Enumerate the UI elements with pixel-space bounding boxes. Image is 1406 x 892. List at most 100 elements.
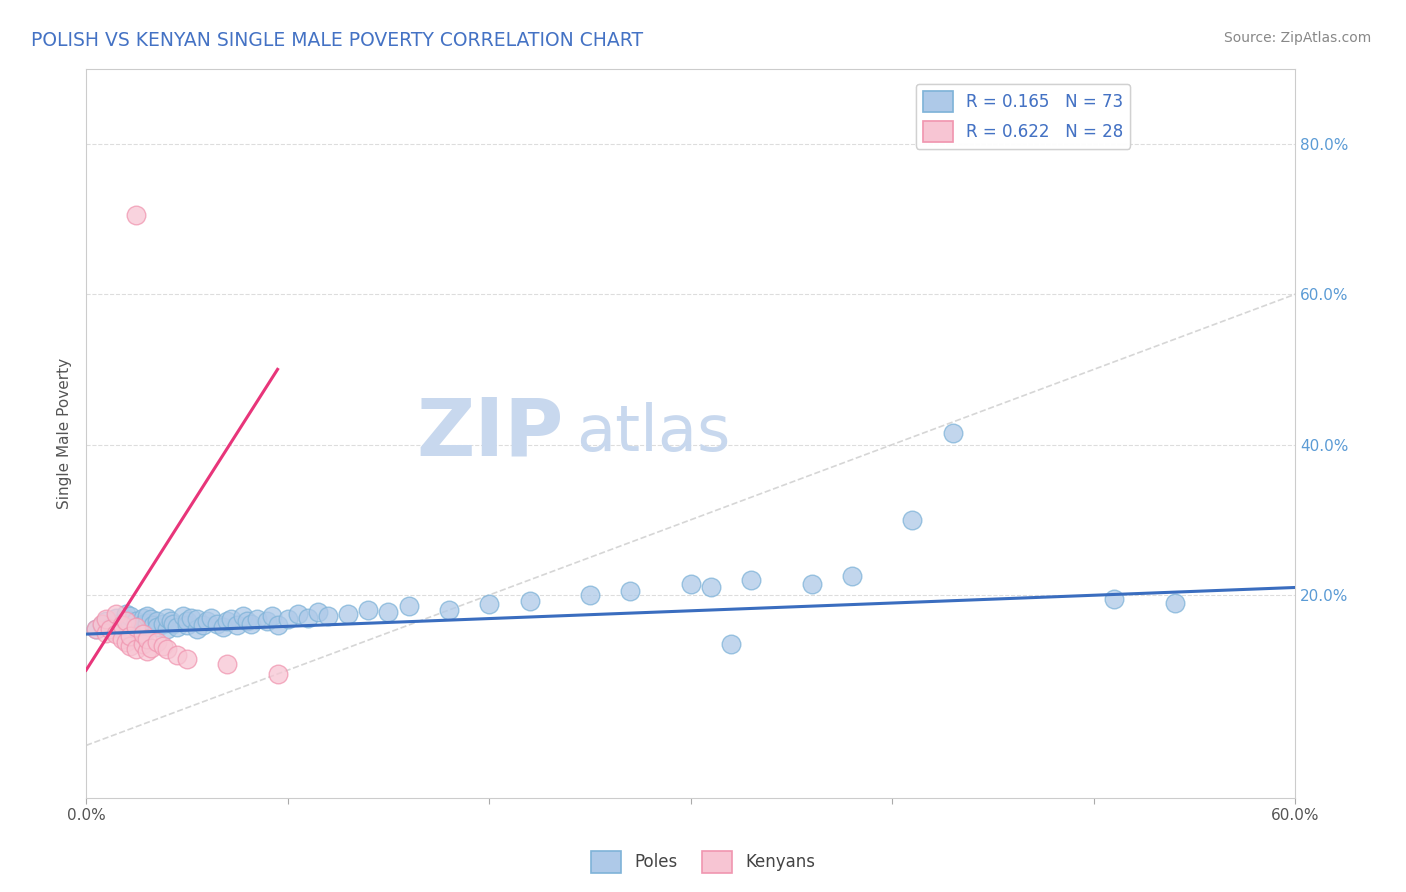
Point [115, 634, 138, 648]
Text: POLISH VS KENYAN SINGLE MALE POVERTY CORRELATION CHART: POLISH VS KENYAN SINGLE MALE POVERTY COR… [31, 31, 643, 50]
Point [176, 618, 198, 632]
Point [125, 208, 148, 222]
Point [115, 615, 138, 629]
Text: ZIP: ZIP [416, 394, 564, 472]
Point [111, 622, 134, 636]
Point [131, 637, 153, 651]
Point [98, 622, 121, 636]
Point [152, 639, 174, 653]
Point [287, 607, 309, 621]
Point [152, 616, 174, 631]
Point [266, 667, 288, 681]
Point [266, 618, 288, 632]
Point [159, 615, 181, 629]
Text: Source: ZipAtlas.com: Source: ZipAtlas.com [1223, 31, 1371, 45]
Point [125, 642, 148, 657]
Legend: R = 0.165   N = 73, R = 0.622   N = 28: R = 0.165 N = 73, R = 0.622 N = 28 [915, 84, 1130, 149]
Point [679, 576, 702, 591]
Point [226, 618, 249, 632]
Point [156, 642, 179, 657]
Legend: Poles, Kenyans: Poles, Kenyans [583, 845, 823, 880]
Point [377, 605, 399, 619]
Point [260, 609, 283, 624]
Point [186, 622, 208, 636]
Point [579, 588, 602, 602]
Point [145, 615, 167, 629]
Point [115, 612, 138, 626]
Point [172, 609, 194, 624]
Point [156, 622, 179, 636]
Point [105, 627, 128, 641]
Point [98, 619, 121, 633]
Point [297, 610, 319, 624]
Point [519, 594, 541, 608]
Point [131, 616, 153, 631]
Point [1163, 595, 1185, 609]
Point [131, 627, 153, 641]
Point [316, 609, 339, 624]
Point [120, 629, 142, 643]
Point [217, 615, 239, 629]
Point [357, 603, 380, 617]
Point [142, 618, 165, 632]
Point [131, 610, 153, 624]
Point [84, 622, 107, 636]
Point [191, 618, 214, 632]
Point [84, 622, 107, 636]
Point [145, 634, 167, 648]
Point [437, 603, 460, 617]
Point [720, 637, 742, 651]
Point [200, 610, 222, 624]
Point [105, 610, 128, 624]
Point [125, 615, 148, 629]
Point [942, 426, 965, 441]
Point [398, 599, 420, 614]
Point [96, 625, 118, 640]
Point [135, 632, 157, 646]
Point [337, 607, 360, 621]
Point [195, 615, 218, 629]
Point [217, 657, 239, 672]
Point [256, 615, 278, 629]
Point [91, 616, 114, 631]
Point [139, 612, 162, 626]
Point [740, 573, 762, 587]
Point [135, 609, 157, 624]
Point [212, 619, 235, 633]
Point [478, 597, 501, 611]
Point [800, 576, 823, 591]
Point [120, 618, 142, 632]
Point [111, 618, 134, 632]
Point [1102, 591, 1125, 606]
Point [232, 609, 254, 624]
Point [277, 612, 299, 626]
Y-axis label: Single Male Poverty: Single Male Poverty [58, 358, 72, 508]
Point [186, 612, 208, 626]
Point [115, 607, 138, 621]
Point [841, 569, 863, 583]
Point [176, 615, 198, 629]
Point [105, 607, 128, 621]
Point [125, 619, 148, 633]
Point [901, 513, 924, 527]
Point [619, 584, 641, 599]
Point [205, 616, 228, 631]
Point [91, 618, 114, 632]
Point [236, 615, 259, 629]
Point [120, 609, 142, 624]
Point [96, 615, 118, 629]
Point [135, 644, 157, 658]
Point [166, 619, 188, 633]
Point [162, 616, 184, 631]
Point [166, 648, 188, 662]
Point [156, 610, 179, 624]
Point [111, 632, 134, 646]
Point [105, 616, 128, 631]
Point [700, 581, 723, 595]
Point [219, 612, 242, 626]
Point [180, 610, 202, 624]
Point [135, 622, 157, 636]
Point [246, 612, 269, 626]
Point [139, 640, 162, 655]
Point [145, 619, 167, 633]
